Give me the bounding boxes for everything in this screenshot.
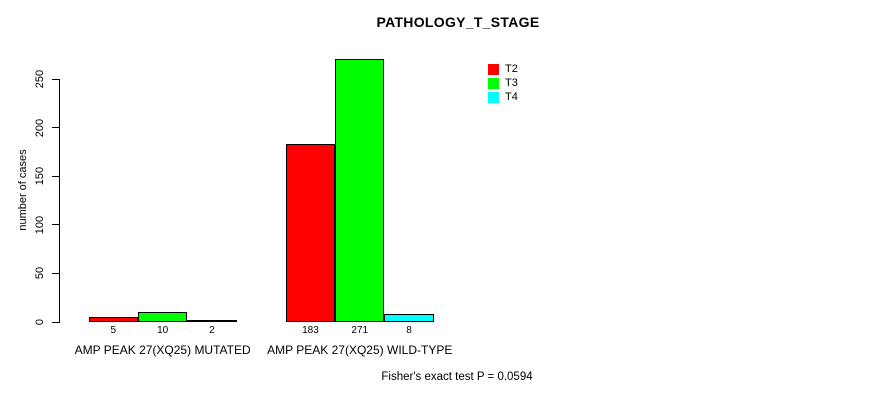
legend-swatch-t4 [488, 92, 499, 103]
bar-t4-group2 [384, 314, 434, 322]
legend-label: T2 [505, 63, 518, 75]
bar-value-label: 8 [406, 325, 412, 336]
legend-item-t2: T2 [488, 64, 518, 75]
category-label-group2: AMP PEAK 27(XQ25) WILD-TYPE [267, 343, 453, 357]
y-tick [52, 127, 60, 129]
legend-item-t3: T3 [488, 78, 518, 89]
y-tick-label: 50 [34, 267, 46, 280]
y-tick [52, 78, 60, 80]
chart-title: PATHOLOGY_T_STAGE [376, 14, 540, 30]
legend-label: T4 [505, 91, 518, 103]
y-tick-label: 150 [34, 167, 46, 186]
y-axis-line [59, 79, 60, 323]
legend-swatch-t3 [488, 78, 499, 89]
y-tick-label: 0 [34, 318, 46, 326]
y-tick [52, 272, 60, 274]
legend-item-t4: T4 [488, 92, 518, 103]
bar-value-label: 271 [351, 325, 369, 336]
legend-label: T3 [505, 77, 518, 89]
legend: T2 T3 T4 [488, 64, 518, 106]
y-tick [52, 224, 60, 226]
bar-t2-group1 [88, 317, 138, 322]
bar-value-label: 10 [157, 325, 169, 336]
stat-test-annotation: Fisher's exact test P = 0.0594 [381, 371, 533, 383]
bar-t3-group1 [138, 312, 188, 322]
bar-t2-group2 [285, 144, 336, 322]
category-label-group1: AMP PEAK 27(XQ25) MUTATED [74, 343, 251, 357]
bar-t4-group1 [187, 320, 237, 323]
bar-value-label: 5 [110, 325, 117, 336]
bar-value-label: 183 [302, 325, 319, 336]
legend-swatch-t2 [488, 64, 499, 75]
bar-value-label: 2 [209, 325, 215, 336]
y-axis-label: number of cases [17, 149, 29, 231]
y-tick-label: 200 [34, 118, 46, 137]
bar-t3-group2 [335, 58, 385, 322]
y-tick [52, 175, 60, 177]
y-tick-label: 100 [34, 215, 46, 234]
y-tick [52, 321, 60, 323]
y-tick-label: 250 [34, 69, 46, 89]
